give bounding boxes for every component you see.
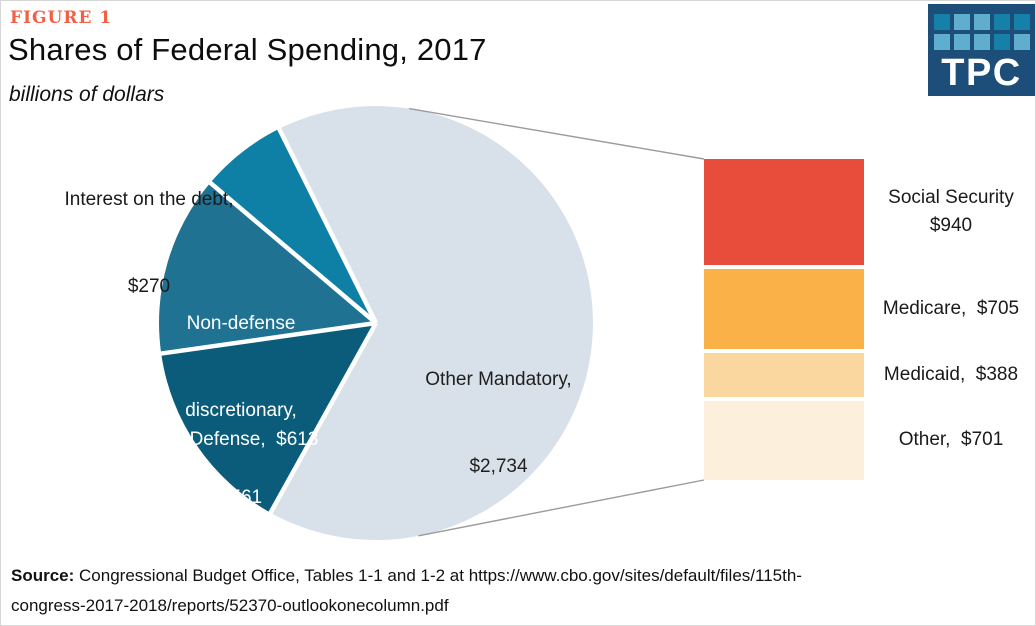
source-note: Source: Congressional Budget Office, Tab… [11, 561, 1021, 621]
connector-line-bottom [418, 479, 705, 537]
pie-slice-other-mandatory [270, 106, 593, 541]
tpc-logo: TPC [928, 4, 1035, 96]
pie-slice-defense [161, 323, 376, 513]
pie-label-interest: Interest on the debt, $270 [39, 127, 259, 359]
bar-label-social-security: Social Security $940 [867, 184, 1035, 240]
page-title: Shares of Federal Spending, 2017 [8, 32, 487, 67]
connector-line-top [409, 107, 705, 160]
source-text-line2: congress-2017-2018/reports/52370-outlook… [11, 596, 449, 615]
logo-square-icon [993, 34, 1010, 50]
breakout-bar-medicaid [704, 352, 864, 397]
breakout-bar-medicare [704, 269, 864, 349]
pie-label-defense: Defense, $613 [156, 367, 352, 512]
figure-number: FIGURE 1 [10, 8, 113, 28]
bar-label-line: $940 [929, 215, 973, 237]
bar-label-medicaid: Medicaid, $388 [867, 361, 1035, 389]
logo-square-icon [973, 34, 990, 50]
bar-label-other: Other, $701 [867, 426, 1035, 454]
slice-separator-line [159, 320, 377, 356]
logo-square-icon [953, 14, 970, 30]
tpc-logo-squares-icon [933, 14, 1030, 50]
pie-label-interest-line1: Interest on the debt, [64, 189, 234, 210]
pie-slice-interest-on-the-debt [210, 128, 376, 323]
slice-separator-line [208, 180, 378, 325]
pie-label-non-defense-line3: $561 [219, 487, 263, 508]
logo-square-icon [933, 34, 950, 50]
pie-label-defense-line1: Defense, $613 [189, 429, 319, 450]
source-label: Source: [11, 566, 75, 585]
pie-slice-non-defense-discretionary [159, 182, 376, 354]
logo-square-icon [1013, 14, 1030, 30]
slice-separator-line [276, 126, 379, 325]
source-text-line1: Congressional Budget Office, Tables 1-1 … [79, 566, 802, 585]
logo-square-icon [933, 14, 950, 30]
breakout-bar-social-security [704, 159, 864, 266]
pie-label-other-mandatory-line1: Other Mandatory, [425, 369, 572, 390]
pie-label-other-mandatory: Other Mandatory, $2,734 [391, 307, 606, 539]
logo-square-icon [973, 14, 990, 30]
pie-label-other-mandatory-line2: $2,734 [469, 456, 528, 477]
page-subtitle: billions of dollars [9, 83, 165, 106]
logo-square-icon [953, 34, 970, 50]
bar-label-line: Other, $701 [898, 429, 1004, 451]
breakout-bar-other [704, 400, 864, 480]
logo-square-icon [993, 14, 1010, 30]
pie-label-non-defense-line2: discretionary, [185, 400, 297, 421]
tpc-logo-text: TPC [941, 52, 1022, 94]
logo-square-icon [1013, 34, 1030, 50]
bar-label-line: Social Security [888, 187, 1014, 209]
pie-label-non-defense: Non-defense discretionary, $561 [151, 251, 331, 570]
pie-label-non-defense-line1: Non-defense [186, 313, 296, 334]
pie-label-interest-line2: $270 [127, 276, 171, 297]
slice-separator-line [268, 321, 378, 515]
bar-label-medicare: Medicare, $705 [867, 295, 1035, 323]
bar-label-line: Medicaid, $388 [883, 363, 1019, 385]
bar-label-line: Medicare, $705 [882, 298, 1020, 320]
